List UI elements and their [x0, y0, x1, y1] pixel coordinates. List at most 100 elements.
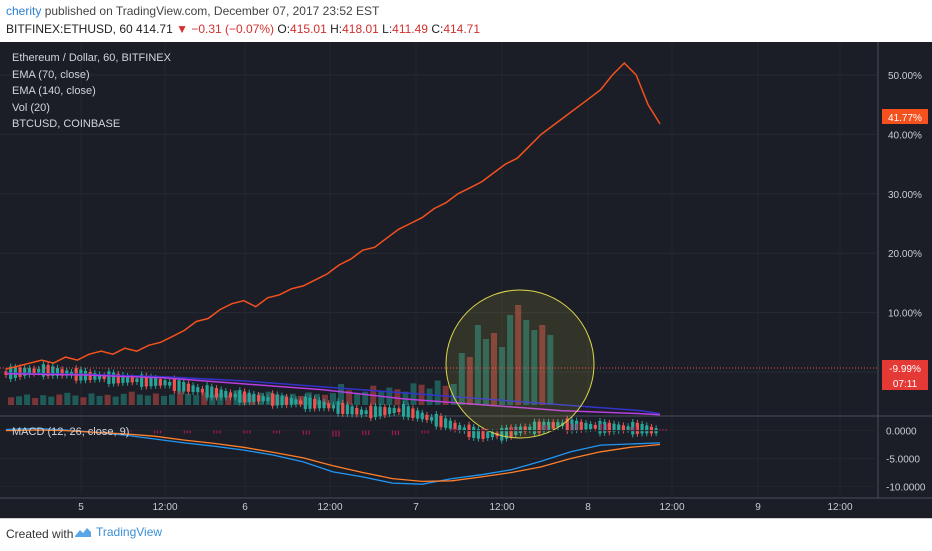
- y-tick-label: 20.00%: [888, 249, 922, 260]
- x-tick-label: 12:00: [659, 502, 684, 513]
- high-value: 418.01: [342, 22, 379, 36]
- candle-body: [210, 386, 214, 398]
- candle-body: [154, 377, 158, 386]
- candle-body: [359, 409, 364, 415]
- candle-body: [635, 422, 640, 434]
- candle-body: [612, 423, 616, 432]
- candle-body: [228, 392, 233, 398]
- open-value: 415.01: [290, 22, 327, 36]
- candle-body: [373, 406, 378, 418]
- candle-body: [214, 388, 219, 398]
- candle-body: [317, 400, 321, 409]
- volume-bar: [547, 335, 554, 405]
- candle-body: [481, 430, 485, 439]
- tradingview-brand-label: TradingView: [96, 525, 163, 539]
- candle-body: [617, 424, 621, 432]
- candle-body: [458, 425, 462, 431]
- candle-body: [32, 368, 36, 374]
- created-with-text: Created with: [6, 527, 74, 541]
- legend-volume[interactable]: Vol (20): [12, 101, 50, 114]
- candle-body: [111, 372, 116, 384]
- candle-body: [327, 403, 331, 409]
- volume-bar: [450, 384, 457, 405]
- candle-body: [565, 418, 569, 431]
- candle-body: [383, 407, 387, 416]
- volume-bar: [88, 393, 95, 405]
- x-tick-label: 7: [413, 502, 419, 513]
- legend-ema70[interactable]: EMA (70, close): [12, 68, 90, 81]
- volume-bar: [394, 389, 401, 405]
- candle-body: [411, 408, 415, 418]
- volume-bar: [458, 353, 465, 405]
- volume-bar: [32, 398, 39, 405]
- candle-body: [551, 422, 555, 429]
- volume-bar: [330, 393, 336, 405]
- countdown-tag: 07:11: [893, 379, 918, 390]
- candle-body: [453, 422, 457, 430]
- candle-body: [589, 423, 593, 430]
- candle-body: [444, 418, 448, 428]
- open-label: O:: [277, 22, 291, 36]
- legend-ema140[interactable]: EMA (140, close): [12, 85, 96, 97]
- candle-body: [401, 404, 406, 417]
- highlight-circle-drawing[interactable]: [445, 289, 595, 439]
- candle-body: [308, 397, 312, 409]
- volume-bar: [426, 388, 433, 405]
- last-price: 414.71: [136, 22, 173, 36]
- candle-body: [126, 376, 130, 383]
- publish-header: cherity published on TradingView.com, De…: [0, 0, 932, 42]
- legend-title: Ethereum / Dollar, 60, BITFINEX: [12, 52, 171, 64]
- candle-body: [280, 395, 284, 406]
- volume-bar: [112, 396, 119, 405]
- candle-body: [570, 419, 574, 431]
- published-text: published on TradingView.com, December 0…: [44, 4, 380, 18]
- tradingview-brand[interactable]: TradingView: [74, 525, 162, 539]
- volume-bar: [24, 394, 31, 405]
- low-value: 411.49: [392, 22, 428, 36]
- candle-body: [355, 407, 359, 415]
- legend-compare[interactable]: BTCUSD, COINBASE: [12, 118, 121, 130]
- candle-body: [238, 390, 242, 403]
- volume-bar: [466, 357, 473, 405]
- volume-bar: [144, 395, 151, 405]
- candle-body: [285, 396, 289, 405]
- candle-body: [102, 375, 106, 380]
- candle-body: [88, 371, 92, 381]
- chart-canvas[interactable]: 50.00%40.00%30.00%20.00%10.00%0.00%512:0…: [0, 42, 932, 518]
- candle-body: [46, 365, 50, 377]
- candle-body: [649, 426, 654, 434]
- volume-bar: [56, 394, 63, 405]
- candle-body: [18, 367, 22, 377]
- candle-body: [196, 387, 200, 393]
- macd-tick-label: 0.0000: [886, 427, 917, 438]
- author-link[interactable]: cherity: [6, 4, 42, 18]
- candle-body: [51, 366, 55, 376]
- volume-bar: [48, 396, 55, 405]
- candle-body: [621, 425, 625, 431]
- footer: Created with TradingView: [0, 518, 932, 551]
- candle-body: [406, 406, 410, 418]
- candle-body: [345, 404, 350, 415]
- close-value: 414.71: [443, 22, 481, 36]
- candle-body: [378, 406, 382, 417]
- volume-bar: [128, 391, 135, 405]
- candle-body: [182, 381, 186, 392]
- candle-body: [462, 427, 466, 432]
- candle-body: [116, 373, 120, 384]
- candle-body: [626, 426, 630, 430]
- macd-legend[interactable]: MACD (12, 26, close, 9): [12, 426, 130, 438]
- volume-bar: [499, 347, 506, 405]
- candle-body: [219, 389, 223, 398]
- chart-area[interactable]: 50.00%40.00%30.00%20.00%10.00%0.00%512:0…: [0, 42, 932, 518]
- candle-body: [4, 371, 8, 375]
- volume-bar: [8, 397, 14, 405]
- candle-body: [289, 398, 293, 405]
- candle-body: [556, 422, 560, 428]
- volume-bar: [346, 390, 353, 405]
- volume-bar: [160, 395, 167, 405]
- volume-bar: [378, 391, 385, 405]
- candle-body: [261, 396, 265, 402]
- y-tick-label: 10.00%: [888, 309, 922, 320]
- volume-bar: [434, 380, 441, 405]
- volume-bar: [177, 391, 184, 405]
